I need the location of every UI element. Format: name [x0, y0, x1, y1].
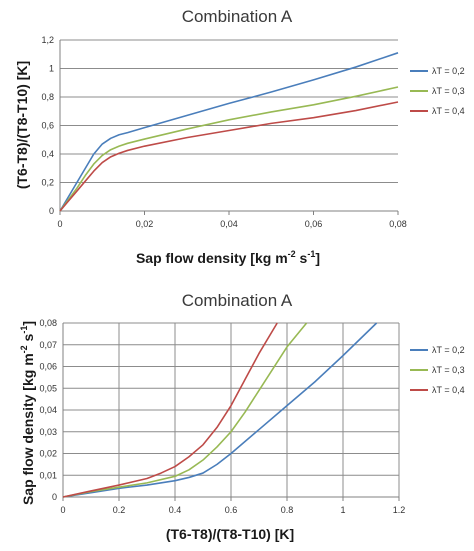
- legend-label-1: λT = 0,2: [432, 66, 465, 76]
- x-tick-label: 0: [60, 505, 65, 515]
- chart-bottom-legend: λT = 0,2 λT = 0,3 λT = 0,4: [410, 345, 465, 395]
- series-line-3: [62, 322, 278, 498]
- chart-bottom-series: [62, 322, 378, 498]
- series-line-2: [59, 86, 399, 212]
- series-line-2: [62, 322, 308, 498]
- chart-bottom: Combination A 00,010,020,030,040,050,060…: [19, 291, 465, 542]
- legend-label-1: λT = 0,2: [432, 345, 465, 355]
- x-tick-label: 0,06: [305, 219, 323, 229]
- chart-top: Combination A 0 0,2 0,4 0,6 0,8 1 1,2 0 0,02 0,04…: [14, 7, 465, 266]
- chart-top-grid: [60, 39, 398, 212]
- y-tick-label: 0,04: [39, 405, 57, 415]
- y-tick-label: 0,07: [39, 340, 57, 350]
- chart-top-legend: λT = 0,2 λT = 0,3 λT = 0,4: [410, 66, 465, 116]
- x-tick-label: 0.6: [225, 505, 238, 515]
- chart-top-series: [59, 52, 399, 212]
- x-tick-label: 0.2: [113, 505, 126, 515]
- series-line-3: [59, 101, 399, 212]
- y-tick-label: 0,6: [41, 121, 54, 131]
- y-tick-label: 0,06: [39, 362, 57, 372]
- y-tick-label: 0,2: [41, 178, 54, 188]
- chart-top-y-axis-label: (T6-T8)/(T8-T10) [K]: [14, 61, 30, 189]
- x-tick-label: 0,02: [136, 219, 154, 229]
- y-tick-label: 1,2: [41, 35, 54, 45]
- x-tick-label: 1: [340, 505, 345, 515]
- y-tick-label: 1: [49, 64, 54, 74]
- legend-label-3: λT = 0,4: [432, 106, 465, 116]
- y-tick-label: 0,8: [41, 92, 54, 102]
- x-tick-label: 0,04: [220, 219, 238, 229]
- y-tick-label: 0,02: [39, 449, 57, 459]
- y-tick-label: 0: [52, 492, 57, 502]
- y-tick-label: 0: [49, 206, 54, 216]
- x-tick-label: 0: [57, 219, 62, 229]
- y-tick-label: 0,08: [39, 318, 57, 328]
- chart-bottom-x-axis-label: (T6-T8)/(T8-T10) [K]: [166, 526, 294, 542]
- y-tick-label: 0,05: [39, 383, 57, 393]
- series-line-1: [62, 322, 378, 498]
- chart-bottom-y-axis-label: Sap flow density [kg m-2 s-1]: [19, 321, 36, 505]
- legend-label-2: λT = 0,3: [432, 365, 465, 375]
- legend-label-2: λT = 0,3: [432, 86, 465, 96]
- x-tick-label: 0.8: [281, 505, 294, 515]
- chart-top-tick-labels: 0 0,2 0,4 0,6 0,8 1 1,2 0 0,02 0,04 0,06 0,08: [41, 35, 406, 229]
- chart-top-title: Combination A: [182, 7, 293, 26]
- chart-bottom-title: Combination A: [182, 291, 293, 310]
- x-tick-label: 0,08: [389, 219, 407, 229]
- y-tick-label: 0,03: [39, 427, 57, 437]
- chart-top-axes: [59, 40, 399, 215]
- chart-bottom-tick-labels: 0 0,01 0,02 0,03 0,04 0,05 0,06 0,07 0,08 0 0.2 0.4…: [39, 318, 405, 515]
- chart-bottom-axes: [62, 323, 400, 501]
- x-tick-label: 0.4: [169, 505, 182, 515]
- y-tick-label: 0,4: [41, 149, 54, 159]
- legend-label-3: λT = 0,4: [432, 385, 465, 395]
- series-line-1: [59, 52, 399, 212]
- chart-top-x-axis-label: Sap flow density [kg m-2 s-1]: [136, 249, 320, 266]
- y-tick-label: 0,01: [39, 470, 57, 480]
- x-tick-label: 1.2: [393, 505, 406, 515]
